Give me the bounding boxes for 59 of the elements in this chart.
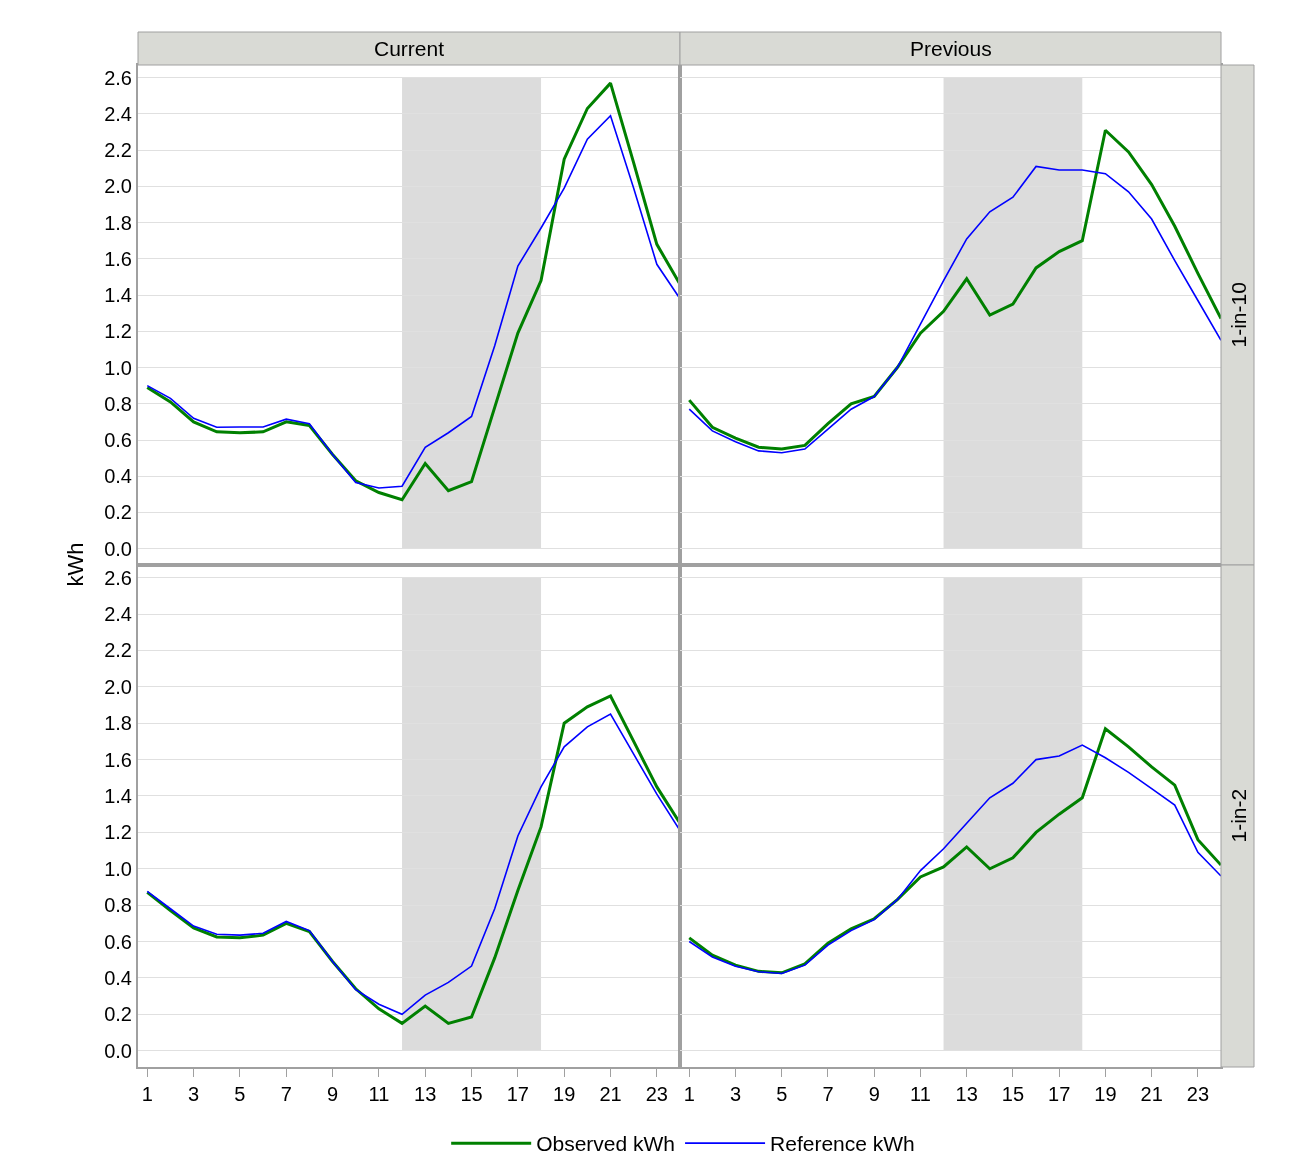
x-tick-label: 11 <box>368 1083 390 1105</box>
y-tick-label: 1.8 <box>104 712 132 735</box>
text: 1-in-10 <box>1226 282 1250 348</box>
x-tick-label: 19 <box>1094 1083 1117 1105</box>
x-tick-label: 11 <box>910 1083 931 1105</box>
y-tick-label: 1.2 <box>104 320 132 343</box>
chart-title: Previous <box>910 37 992 60</box>
y-tick-label: 1.6 <box>104 748 132 771</box>
y-tick-label: 1.2 <box>104 821 132 844</box>
y-tick-label: 0.6 <box>104 429 132 451</box>
x-tick-label: 19 <box>553 1083 576 1105</box>
y-tick-label: 2.0 <box>104 175 132 198</box>
x-tick-label: 3 <box>188 1083 200 1105</box>
x-tick-label: 23 <box>645 1083 668 1105</box>
y-axis-title: kWh <box>62 542 88 587</box>
y-tick-label: 0.8 <box>104 392 132 415</box>
x-tick-label: 7 <box>822 1083 834 1105</box>
x-tick-label: 17 <box>1048 1083 1071 1105</box>
x-tick-label: 3 <box>729 1083 742 1105</box>
x-tick-label: 9 <box>327 1083 339 1105</box>
y-tick-label: 2.4 <box>104 603 132 626</box>
y-tick-label: 0.2 <box>104 501 132 524</box>
y-tick-label: 1.4 <box>104 284 132 307</box>
text: 1-in-2 <box>1226 788 1250 843</box>
x-tick-label: 9 <box>868 1083 880 1105</box>
y-tick-label: 2.2 <box>104 639 132 662</box>
x-tick-label: 23 <box>1186 1083 1210 1105</box>
x-tick-label: 1 <box>141 1083 153 1105</box>
y-tick-label: 0.4 <box>104 465 132 488</box>
x-tick-label: 15 <box>460 1083 483 1105</box>
chart-title: Current <box>374 37 445 60</box>
legend-label: Reference kWh <box>770 1132 915 1156</box>
y-tick-label: 0.2 <box>104 1003 132 1026</box>
y-tick-label: 1.0 <box>104 857 132 880</box>
y-tick-label: 1.6 <box>104 247 132 270</box>
y-tick-label: 0.0 <box>104 537 132 560</box>
legend-label: Observed kWh <box>536 1132 676 1156</box>
y-tick-label: 1.8 <box>104 211 132 234</box>
x-tick-label: 5 <box>776 1083 788 1105</box>
y-tick-label: 0.6 <box>104 930 132 953</box>
y-tick-label: 0.4 <box>104 966 132 989</box>
x-tick-label: 13 <box>955 1083 978 1105</box>
x-tick-label: 1 <box>683 1083 695 1105</box>
x-tick-label: 7 <box>280 1083 292 1105</box>
y-tick-label: 2.6 <box>104 66 132 89</box>
x-tick-label: 13 <box>414 1083 437 1105</box>
x-tick-label: 21 <box>1140 1083 1163 1105</box>
y-tick-label: 2.6 <box>104 566 132 589</box>
x-tick-label: 5 <box>234 1083 246 1105</box>
y-tick-label: 0.0 <box>104 1039 132 1062</box>
y-tick-label: 2.0 <box>104 675 132 698</box>
x-tick-label: 15 <box>1001 1083 1025 1105</box>
y-tick-label: 1.4 <box>104 784 132 807</box>
y-tick-label: 2.4 <box>104 102 132 125</box>
x-tick-label: 17 <box>506 1083 529 1105</box>
y-tick-label: 1.0 <box>104 356 132 379</box>
x-tick-label: 21 <box>599 1083 622 1105</box>
y-tick-label: 2.2 <box>104 139 132 162</box>
y-tick-label: 0.8 <box>104 894 132 917</box>
